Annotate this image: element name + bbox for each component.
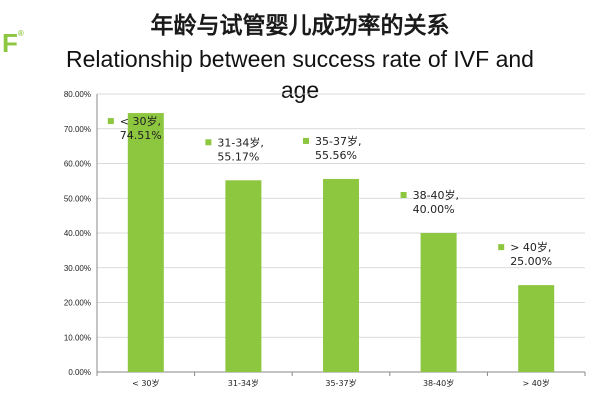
data-label-key (498, 244, 505, 251)
y-tick-label: 40.00% (64, 229, 91, 238)
x-tick-label: 31-34岁 (228, 378, 259, 388)
data-label: 74.51% (120, 129, 162, 142)
y-tick-label: 0.00% (68, 368, 91, 377)
brand-logo: F® (2, 28, 24, 58)
y-tick-label: 60.00% (64, 160, 91, 169)
chart-title-english: Relationship between success rate of IVF… (0, 44, 600, 106)
logo-registered-mark: ® (17, 29, 24, 38)
y-tick-label: 20.00% (64, 299, 91, 308)
data-label: 55.56% (315, 149, 357, 162)
y-tick-label: 50.00% (64, 194, 91, 203)
data-label: 55.17% (217, 150, 259, 163)
x-tick-label: < 30岁 (132, 378, 159, 388)
data-label-key (107, 118, 114, 125)
data-label: 31-34岁, (217, 135, 263, 149)
data-label: 38-40岁, (413, 188, 459, 202)
x-tick-label: > 40岁 (522, 378, 549, 388)
data-label: 35-37岁, (315, 134, 361, 148)
data-label: 25.00% (510, 255, 552, 268)
bar (323, 178, 359, 372)
x-tick-label: 38-40岁 (423, 378, 454, 388)
chart-title-english-line-1: Relationship between success rate of IVF… (66, 46, 534, 72)
chart-title-chinese: 年龄与试管婴儿成功率的关系 (150, 13, 450, 39)
x-tick-label: 35-37岁 (325, 378, 356, 388)
y-tick-label: 80.00% (64, 90, 91, 99)
bar (420, 233, 457, 372)
data-label-key (303, 137, 309, 144)
data-label: > 40岁, (510, 240, 551, 254)
data-label-key (205, 139, 212, 146)
bar (225, 180, 262, 372)
logo-mark: F (2, 28, 18, 58)
y-tick-label: 30.00% (64, 264, 91, 273)
y-tick-label: 70.00% (64, 125, 91, 134)
data-label-key (400, 192, 407, 198)
chart-title-english-line-2: age (280, 77, 320, 103)
data-label: < 30岁, (120, 114, 161, 128)
bar (518, 285, 555, 372)
y-tick-label: 10.00% (64, 333, 91, 342)
bar (127, 113, 164, 372)
data-label: 40.00% (413, 203, 455, 216)
